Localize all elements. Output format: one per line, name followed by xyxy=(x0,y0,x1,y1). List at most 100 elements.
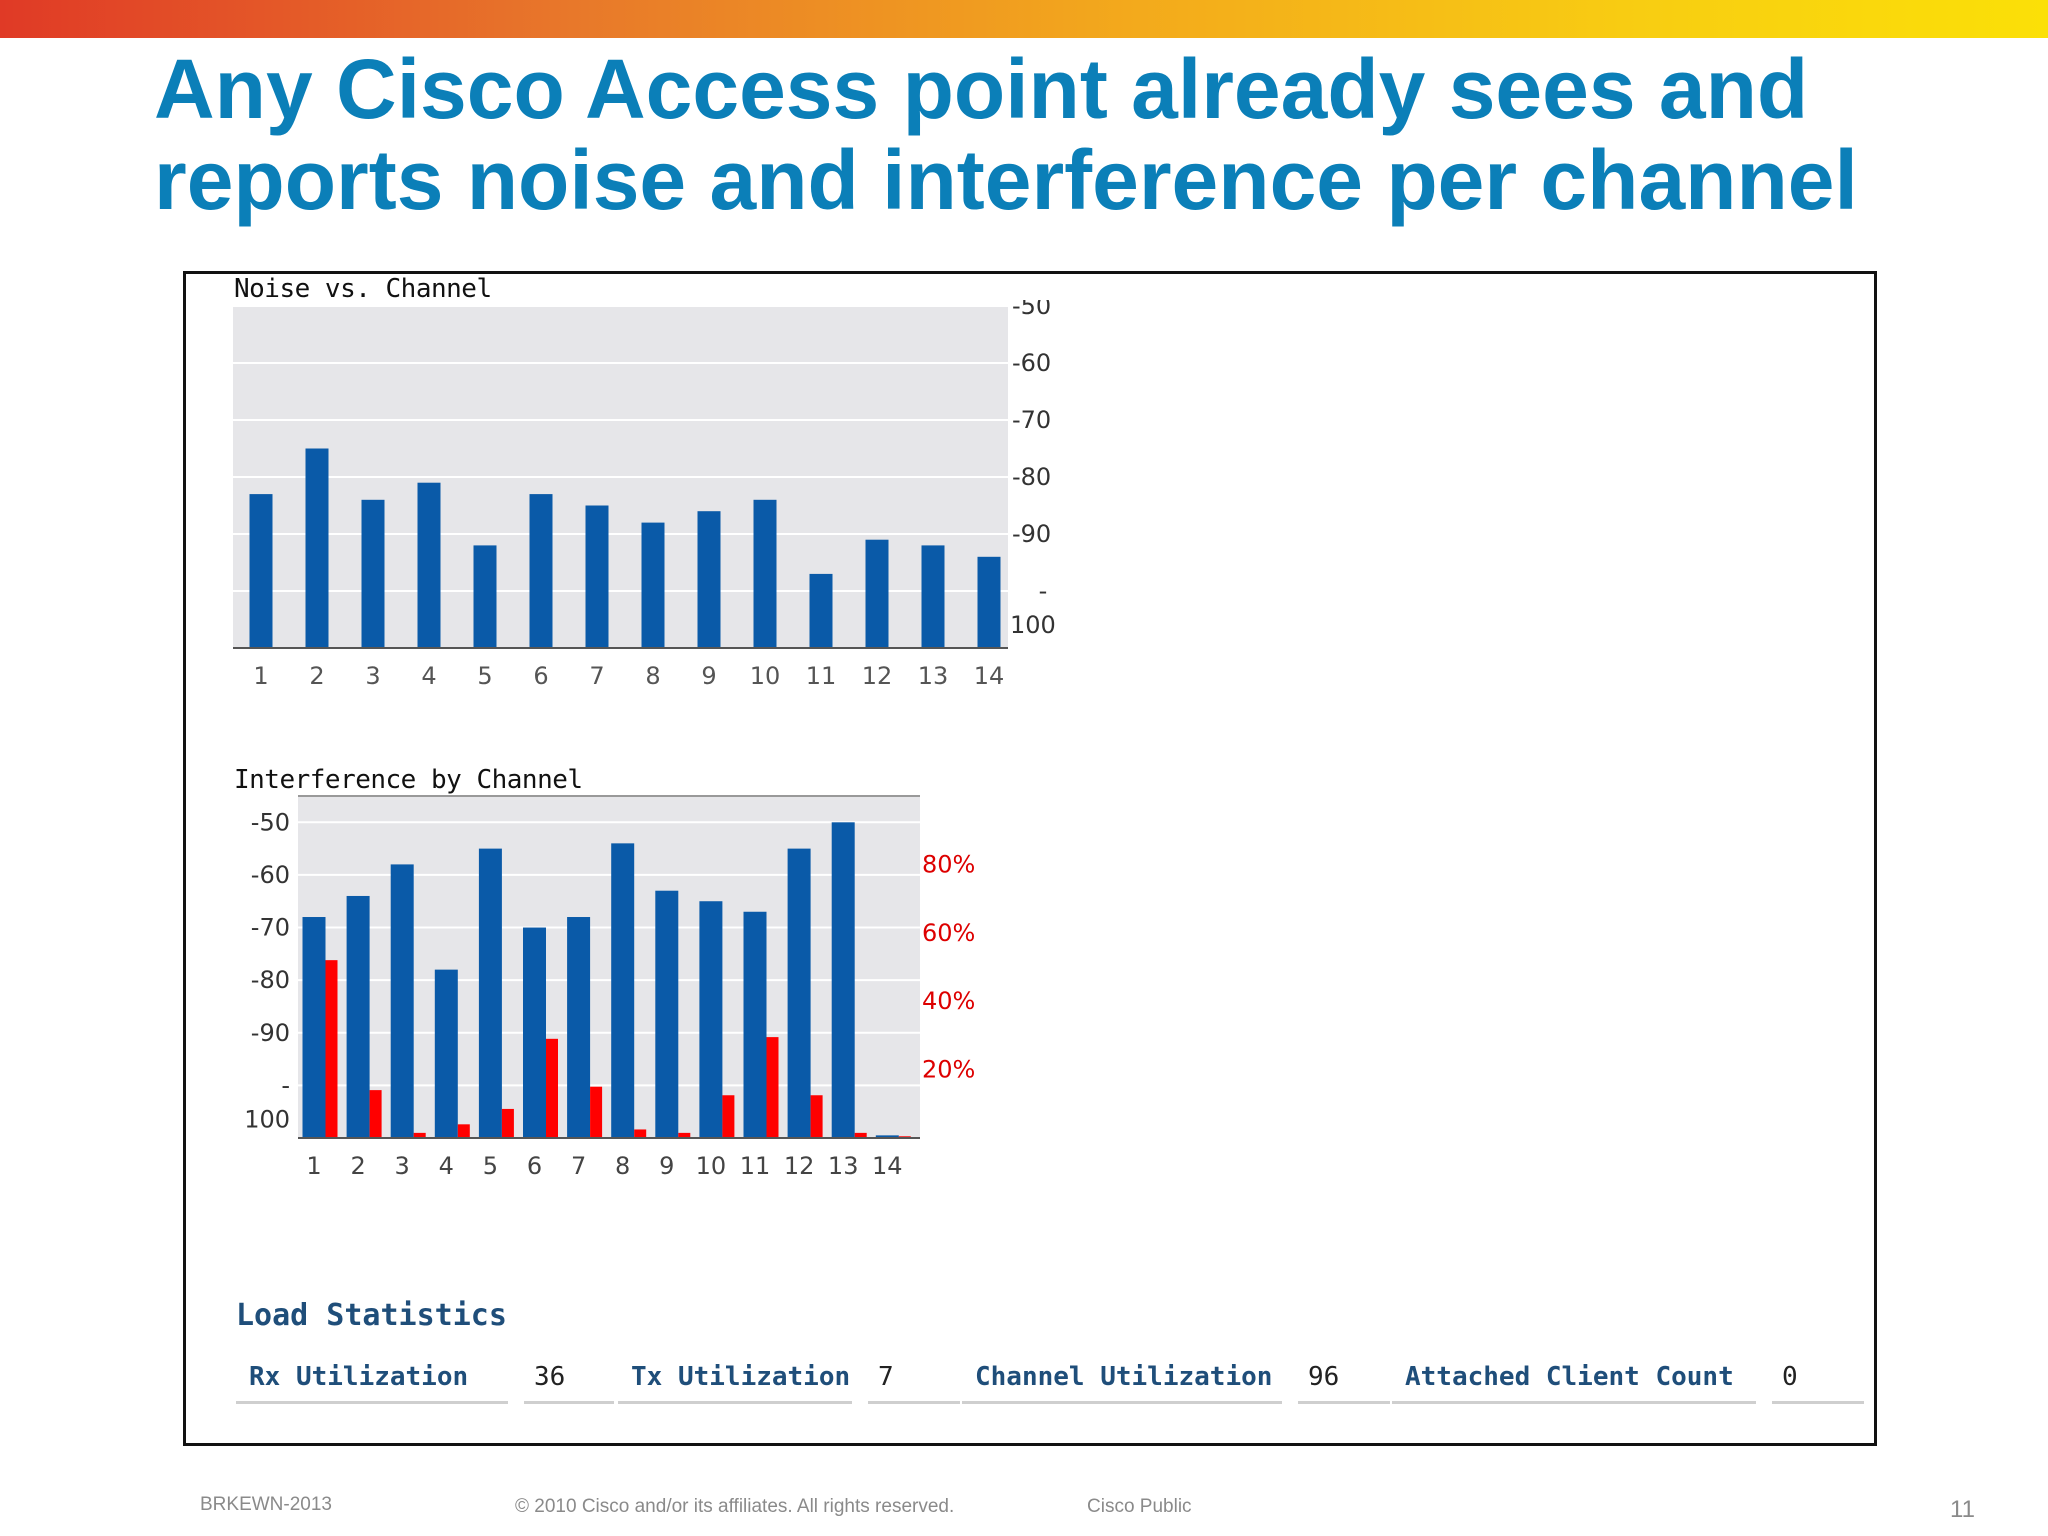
x-tick-label: 8 xyxy=(645,662,660,690)
interference-bar xyxy=(787,848,811,1138)
tx-utilization-value: 7 xyxy=(868,1362,960,1404)
slide-title: Any Cisco Access point already sees and … xyxy=(154,44,2014,226)
x-tick-label: 12 xyxy=(784,1152,815,1180)
utilization-bar xyxy=(325,960,338,1138)
x-tick-label: 2 xyxy=(350,1152,365,1180)
noise-bar xyxy=(585,505,609,648)
x-tick-label: 9 xyxy=(701,662,716,690)
x-tick-label: 13 xyxy=(918,662,949,690)
noise-bar xyxy=(361,499,385,648)
footer-page-number: 11 xyxy=(1950,1496,1975,1523)
x-tick-label: 2 xyxy=(309,662,324,690)
x-tick-label: 8 xyxy=(615,1152,630,1180)
utilization-bar xyxy=(810,1095,823,1138)
x-tick-label: 3 xyxy=(395,1152,410,1180)
rx-utilization-label: Rx Utilization xyxy=(236,1362,508,1404)
y2-tick-label: 80% xyxy=(922,850,975,878)
y-tick-label: -80 xyxy=(1012,463,1051,491)
noise-bar xyxy=(809,573,833,648)
utilization-bar xyxy=(501,1108,514,1138)
interference-bar xyxy=(390,864,414,1138)
y2-tick-label: 40% xyxy=(922,987,975,1015)
x-tick-label: 6 xyxy=(533,662,548,690)
x-tick-label: 14 xyxy=(974,662,1005,690)
x-tick-label: 7 xyxy=(589,662,604,690)
slide-title-line1: Any Cisco Access point already sees and xyxy=(154,42,1809,136)
utilization-bar xyxy=(590,1086,603,1138)
channel-utilization-label: Channel Utilization xyxy=(962,1362,1282,1404)
utilization-bar xyxy=(854,1132,867,1138)
y-tick-label: -70 xyxy=(1012,406,1051,434)
utilization-bar xyxy=(369,1090,382,1138)
interference-bar xyxy=(434,969,458,1138)
noise-bar xyxy=(305,448,329,648)
interference-bar xyxy=(346,895,370,1138)
utilization-bar xyxy=(457,1124,470,1138)
interference-bar xyxy=(478,848,502,1138)
attached-client-count-label: Attached Client Count xyxy=(1392,1362,1756,1404)
y-tick-label: -60 xyxy=(1012,349,1051,377)
top-gradient-bar xyxy=(0,0,2048,38)
interference-bar xyxy=(699,901,723,1138)
attached-client-count-value: 0 xyxy=(1772,1362,1864,1404)
footer-classification: Cisco Public xyxy=(1087,1496,1192,1517)
interference-bar xyxy=(831,822,855,1138)
y-tick-label-minus: - xyxy=(281,1071,290,1099)
interference-bar xyxy=(611,843,635,1138)
x-tick-label: 11 xyxy=(740,1152,771,1180)
noise-bar xyxy=(921,545,945,648)
interference-bar xyxy=(655,890,679,1138)
x-tick-label: 6 xyxy=(527,1152,542,1180)
utilization-bar xyxy=(413,1132,426,1138)
noise-chart-title: Noise vs. Channel xyxy=(234,274,492,304)
noise-bar xyxy=(697,511,721,648)
noise-bar xyxy=(417,482,441,648)
x-tick-label: 14 xyxy=(872,1152,903,1180)
noise-bar xyxy=(473,545,497,648)
noise-bar xyxy=(865,539,889,648)
y-tick-label-minus: - xyxy=(1039,577,1048,605)
noise-bar xyxy=(641,522,665,648)
slide-title-line2: reports noise and interference per chann… xyxy=(154,133,1858,227)
y2-tick-label: 20% xyxy=(922,1056,975,1084)
y2-tick-label: 60% xyxy=(922,919,975,947)
rx-utilization-value: 36 xyxy=(524,1362,614,1404)
interference-bar xyxy=(875,1135,899,1138)
x-tick-label: 4 xyxy=(439,1152,454,1180)
utilization-bar xyxy=(634,1129,647,1138)
footer-session-id: BRKEWN-2013 xyxy=(200,1494,332,1515)
interference-bar xyxy=(567,917,591,1138)
x-tick-label: 5 xyxy=(483,1152,498,1180)
utilization-bar xyxy=(678,1132,691,1138)
interference-bar xyxy=(523,927,546,1138)
y-tick-label: -90 xyxy=(251,1019,290,1047)
footer-copyright: © 2010 Cisco and/or its affiliates. All … xyxy=(515,1496,955,1517)
x-tick-label: 12 xyxy=(862,662,893,690)
y-tick-label: -90 xyxy=(1012,520,1051,548)
x-tick-label: 4 xyxy=(421,662,436,690)
utilization-bar xyxy=(546,1038,558,1138)
y-tick-label: 100 xyxy=(1010,611,1056,639)
load-statistics-title: Load Statistics xyxy=(236,1298,507,1333)
x-tick-label: 9 xyxy=(659,1152,674,1180)
y-tick-label: -60 xyxy=(251,861,290,889)
y-tick-label: 100 xyxy=(244,1105,290,1133)
x-tick-label: 1 xyxy=(306,1152,321,1180)
channel-utilization-value: 96 xyxy=(1298,1362,1390,1404)
x-tick-label: 5 xyxy=(477,662,492,690)
x-tick-label: 11 xyxy=(806,662,837,690)
x-tick-label: 10 xyxy=(696,1152,727,1180)
interference-chart-title: Interference by Channel xyxy=(234,765,583,795)
x-tick-label: 1 xyxy=(253,662,268,690)
x-tick-label: 13 xyxy=(828,1152,859,1180)
tx-utilization-label: Tx Utilization xyxy=(618,1362,852,1404)
utilization-bar xyxy=(766,1037,779,1138)
y-tick-label: -70 xyxy=(251,914,290,942)
noise-bar xyxy=(529,494,553,648)
x-tick-label: 3 xyxy=(365,662,380,690)
y-tick-label: -50 xyxy=(1012,300,1051,320)
noise-bar xyxy=(249,494,273,648)
interference-bar xyxy=(743,911,767,1138)
